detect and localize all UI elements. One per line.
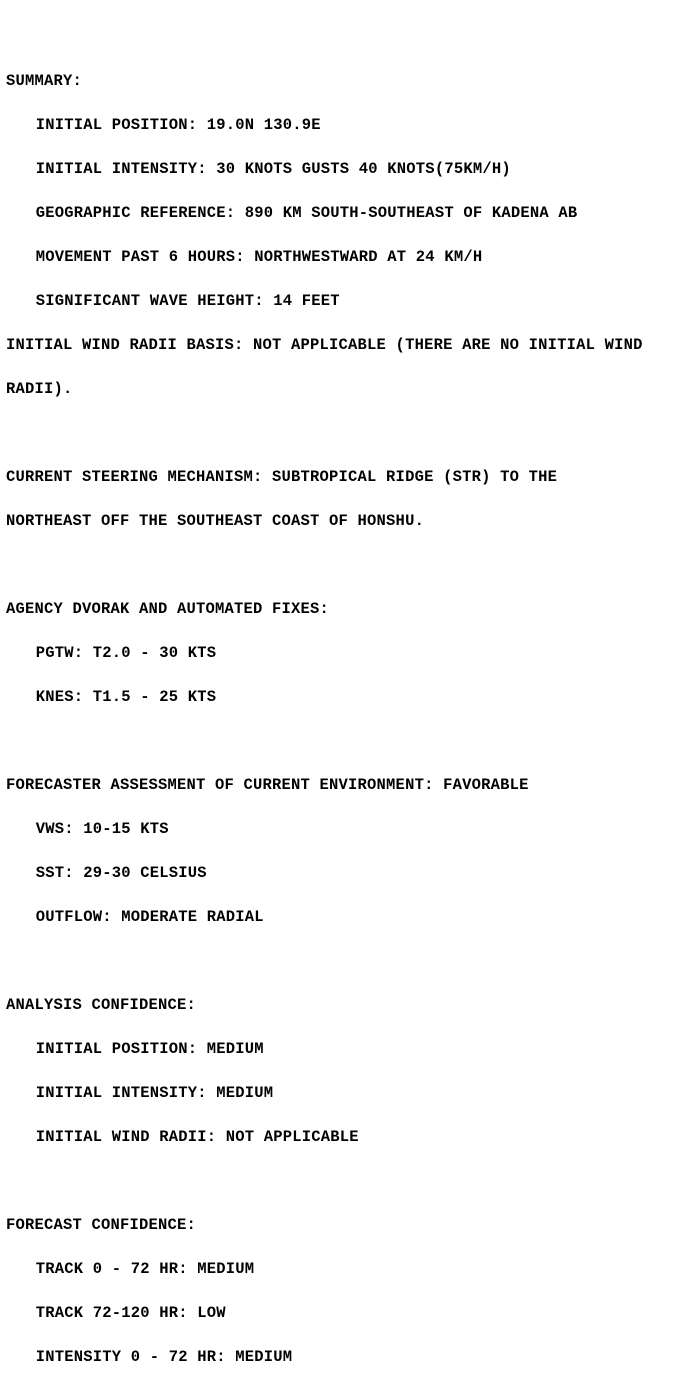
blank-4 bbox=[6, 950, 682, 972]
summary-initial-position: INITIAL POSITION: 19.0N 130.9E bbox=[6, 114, 682, 136]
environment-outflow: OUTFLOW: MODERATE RADIAL bbox=[6, 906, 682, 928]
summary-movement: MOVEMENT PAST 6 HOURS: NORTHWESTWARD AT … bbox=[6, 246, 682, 268]
summary-wave-height: SIGNIFICANT WAVE HEIGHT: 14 FEET bbox=[6, 290, 682, 312]
blank-5 bbox=[6, 1170, 682, 1192]
analysis-conf-radii: INITIAL WIND RADII: NOT APPLICABLE bbox=[6, 1126, 682, 1148]
blank-2 bbox=[6, 554, 682, 576]
forecast-conf-header: FORECAST CONFIDENCE: bbox=[6, 1214, 682, 1236]
summary-geographic-reference: GEOGRAPHIC REFERENCE: 890 KM SOUTH-SOUTH… bbox=[6, 202, 682, 224]
wind-radii-basis-l1: INITIAL WIND RADII BASIS: NOT APPLICABLE… bbox=[6, 334, 682, 356]
wind-radii-basis-l2: RADII). bbox=[6, 378, 682, 400]
steering-l1: CURRENT STEERING MECHANISM: SUBTROPICAL … bbox=[6, 466, 682, 488]
blank-3 bbox=[6, 730, 682, 752]
forecast-intensity-0-72: INTENSITY 0 - 72 HR: MEDIUM bbox=[6, 1346, 682, 1368]
forecast-track-72-120: TRACK 72-120 HR: LOW bbox=[6, 1302, 682, 1324]
blank-1 bbox=[6, 422, 682, 444]
environment-sst: SST: 29-30 CELSIUS bbox=[6, 862, 682, 884]
summary-initial-intensity: INITIAL INTENSITY: 30 KNOTS GUSTS 40 KNO… bbox=[6, 158, 682, 180]
environment-header: FORECASTER ASSESSMENT OF CURRENT ENVIRON… bbox=[6, 774, 682, 796]
dvorak-knes: KNES: T1.5 - 25 KTS bbox=[6, 686, 682, 708]
environment-vws: VWS: 10-15 KTS bbox=[6, 818, 682, 840]
steering-l2: NORTHEAST OFF THE SOUTHEAST COAST OF HON… bbox=[6, 510, 682, 532]
analysis-conf-position: INITIAL POSITION: MEDIUM bbox=[6, 1038, 682, 1060]
analysis-conf-header: ANALYSIS CONFIDENCE: bbox=[6, 994, 682, 1016]
dvorak-header: AGENCY DVORAK AND AUTOMATED FIXES: bbox=[6, 598, 682, 620]
forecast-track-0-72: TRACK 0 - 72 HR: MEDIUM bbox=[6, 1258, 682, 1280]
dvorak-pgtw: PGTW: T2.0 - 30 KTS bbox=[6, 642, 682, 664]
analysis-conf-intensity: INITIAL INTENSITY: MEDIUM bbox=[6, 1082, 682, 1104]
summary-header: SUMMARY: bbox=[6, 70, 682, 92]
